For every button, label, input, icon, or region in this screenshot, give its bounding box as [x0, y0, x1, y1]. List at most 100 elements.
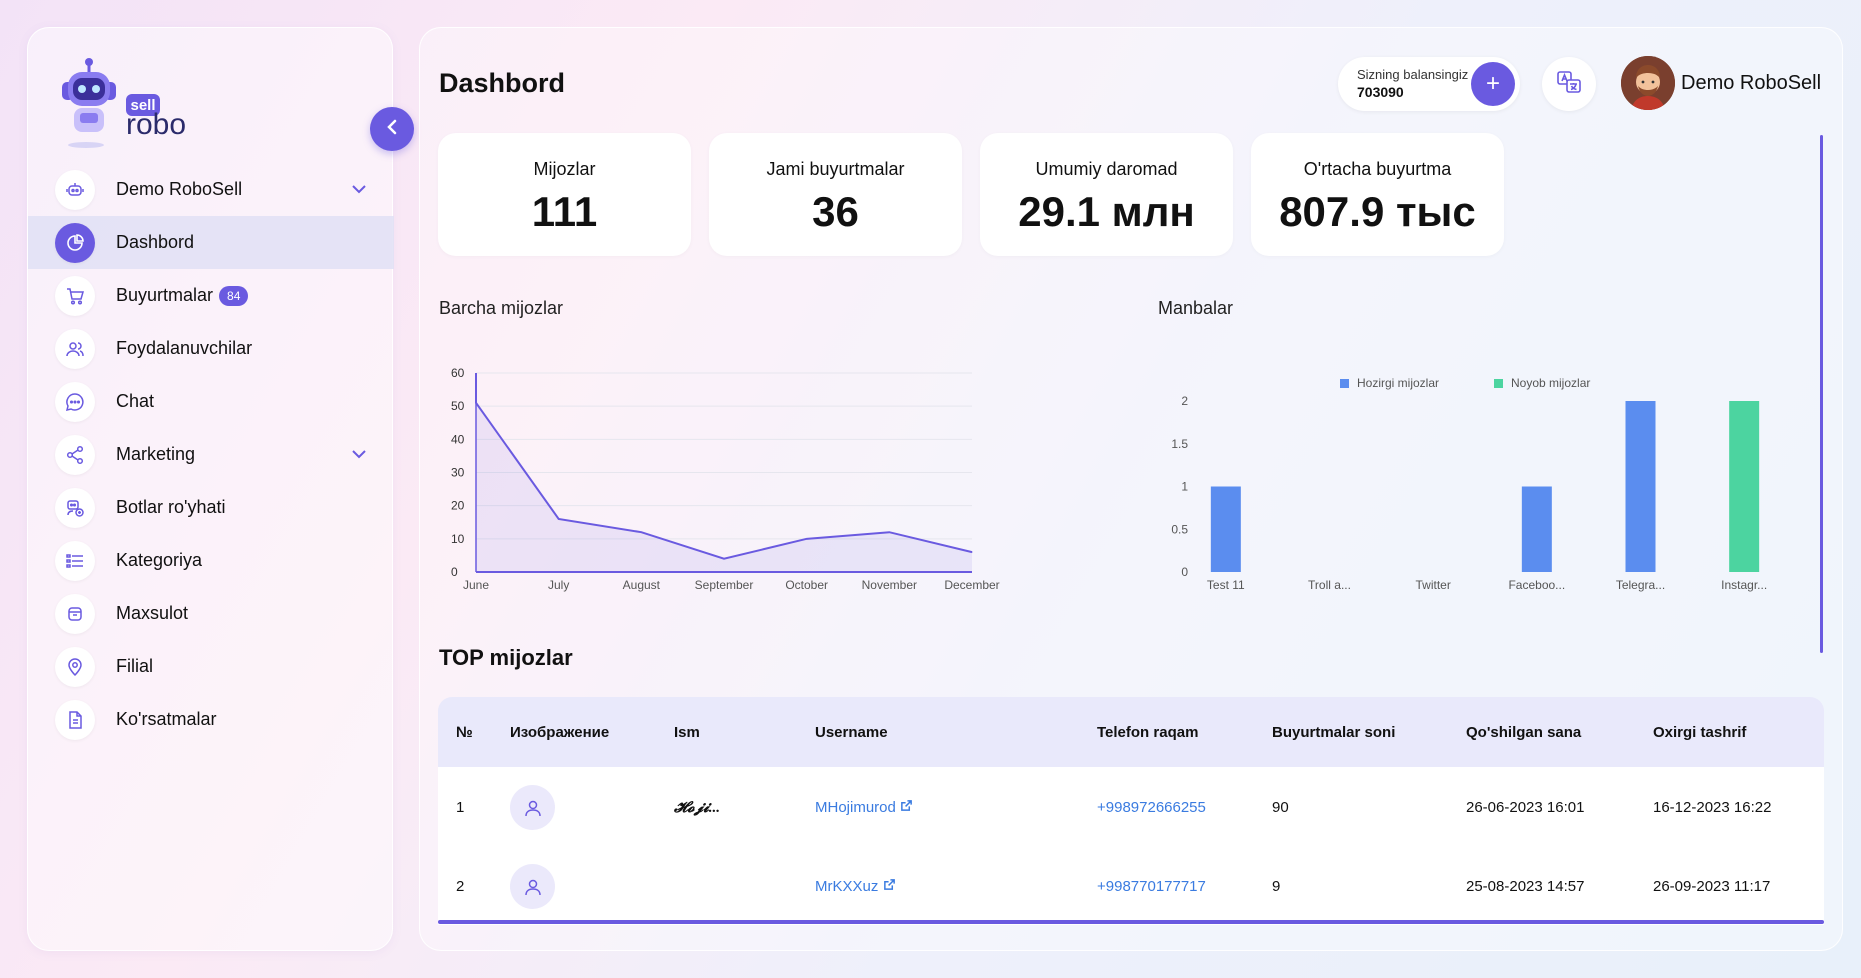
y-tick-label: 30 [451, 466, 465, 480]
stat-card-average-order: O'rtacha buyurtma 807.9 тыс [1251, 133, 1504, 256]
avatar[interactable] [1621, 56, 1675, 110]
data-point [640, 531, 642, 533]
x-tick-label: Instagr... [1721, 578, 1767, 592]
sidebar-item-label: Botlar ro'yhati [116, 497, 226, 517]
pie-chart-icon [55, 222, 95, 263]
x-tick-label: June [463, 578, 489, 592]
sources-bar-chart: 0 0.5 1 1.5 2 Test 11 Troll a... Twitter Faceboo… [1171, 376, 1767, 592]
page-title: Dashbord [439, 68, 566, 98]
sidebar-item-users[interactable]: Foydalanuvchilar [28, 322, 394, 375]
top-clients-table: № Изображение Ism Username Telefon raqam… [438, 697, 1824, 925]
y-tick-label: 2 [1181, 394, 1188, 408]
sidebar-item-bots[interactable]: Botlar ro'yhati [28, 481, 394, 534]
stat-card-orders: Jami buyurtmalar 36 [709, 133, 962, 256]
data-point [971, 551, 973, 553]
robosell-logo[interactable]: sell robo [56, 50, 236, 170]
orders-count: 90 [1272, 799, 1289, 816]
sidebar-item-label: Dashbord [116, 232, 195, 252]
external-link-icon [900, 799, 913, 816]
y-tick-label: 0 [451, 565, 458, 579]
column-header: Buyurtmalar soni [1272, 724, 1396, 741]
document-icon [55, 699, 95, 740]
x-tick-label: November [862, 578, 917, 592]
row-number: 2 [456, 878, 465, 895]
y-tick-label: 50 [451, 399, 465, 413]
data-point [723, 558, 725, 560]
data-point [558, 518, 560, 520]
stat-value: 807.9 тыс [1279, 188, 1476, 235]
stat-label: Jami buyurtmalar [766, 159, 905, 179]
user-placeholder-icon [510, 864, 555, 909]
cart-icon [55, 275, 95, 316]
sidebar-item-orders[interactable]: Buyurtmalar 84 [28, 269, 394, 322]
x-tick-label: Telegra... [1616, 578, 1665, 592]
translate-icon [1555, 68, 1583, 101]
y-tick-label: 60 [451, 366, 465, 380]
bar [1210, 486, 1241, 572]
user-name[interactable]: Demo RoboSell [1681, 72, 1822, 94]
sidebar-item-label: Filial [116, 656, 154, 676]
x-tick-label: December [944, 578, 999, 592]
bot-list-icon [55, 487, 95, 528]
x-tick-label: September [695, 578, 754, 592]
column-header: Изображение [510, 724, 610, 741]
add-balance-button[interactable]: + [1471, 62, 1515, 106]
sidebar-nav: Demo RoboSell Dashbord Buyurtmalar 84 Fo… [28, 163, 394, 746]
chevron-down-icon[interactable] [350, 180, 368, 203]
joined-date: 26-06-2023 16:01 [1466, 799, 1585, 816]
column-header: Username [815, 724, 888, 741]
sidebar-item-category[interactable]: Kategoriya [28, 534, 394, 587]
sidebar-item-demo-robosell[interactable]: Demo RoboSell [28, 163, 394, 216]
y-tick-label: 40 [451, 432, 465, 446]
user-placeholder-icon [510, 785, 555, 830]
data-point [806, 538, 808, 540]
sidebar-item-label: Chat [116, 391, 155, 411]
y-tick-label: 0.5 [1171, 522, 1188, 536]
orders-count-badge: 84 [219, 285, 249, 306]
main-content: Dashbord Sizning balansingiz 703090 + De… [419, 27, 1843, 951]
username-link[interactable]: MrKXXuz [815, 878, 896, 895]
sidebar-item-branch[interactable]: Filial [28, 640, 394, 693]
table-scrollbar[interactable] [438, 920, 1824, 924]
sidebar-item-label: Marketing [116, 444, 196, 464]
last-visit-date: 26-09-2023 11:17 [1653, 878, 1771, 895]
y-tick-label: 1.5 [1171, 437, 1188, 451]
column-header: Ism [674, 724, 700, 741]
legend-label: Hozirgi mijozlar [1357, 376, 1439, 390]
sidebar-item-dashboard[interactable]: Dashbord [28, 216, 394, 269]
phone-link[interactable]: +998972666255 [1097, 799, 1206, 816]
legend-label: Noyob mijozlar [1511, 376, 1590, 390]
sidebar-item-marketing[interactable]: Marketing [28, 428, 394, 481]
share-icon [55, 434, 95, 475]
chevron-down-icon[interactable] [350, 445, 368, 468]
stat-label: O'rtacha buyurtma [1303, 159, 1452, 179]
x-tick-label: Twitter [1415, 578, 1450, 592]
orders-count: 9 [1272, 878, 1281, 895]
scrollbar[interactable] [1820, 135, 1823, 653]
username-text: MrKXXuz [815, 878, 879, 895]
area-fill [476, 373, 972, 572]
logo-robo-text: robo [126, 108, 186, 141]
username-link[interactable]: MHojimurod [815, 799, 913, 816]
sidebar-item-chat[interactable]: Chat [28, 375, 394, 428]
chevron-left-icon [382, 117, 402, 142]
balance-widget: Sizning balansingiz 703090 + [1338, 57, 1520, 111]
phone-link[interactable]: +998770177717 [1097, 878, 1206, 895]
stat-value: 36 [812, 188, 859, 235]
sources-chart-title: Manbalar [1158, 298, 1234, 318]
column-header: Qo'shilgan sana [1466, 724, 1582, 741]
location-icon [55, 646, 95, 687]
sidebar-item-instructions[interactable]: Ko'rsatmalar [28, 693, 394, 746]
data-point [888, 531, 890, 533]
sidebar-item-product[interactable]: Maxsulot [28, 587, 394, 640]
table-row[interactable]: 1 𝓗𝓸𝓳𝓲... MHojimurod +998972666255 90 26… [438, 767, 1824, 846]
stat-label: Umumiy daromad [1035, 159, 1178, 179]
robot-icon [55, 169, 95, 210]
collapse-sidebar-button[interactable] [370, 107, 414, 151]
clients-line-chart: 0 10 20 30 40 50 60 June July August September Octo… [451, 366, 1000, 592]
table-row[interactable]: 2 MrKXXuz +998770177717 9 25-08-2023 14:… [438, 846, 1824, 925]
data-point [475, 402, 477, 404]
translate-button[interactable] [1542, 57, 1596, 111]
joined-date: 25-08-2023 14:57 [1466, 878, 1585, 895]
stat-value: 29.1 млн [1018, 188, 1195, 235]
